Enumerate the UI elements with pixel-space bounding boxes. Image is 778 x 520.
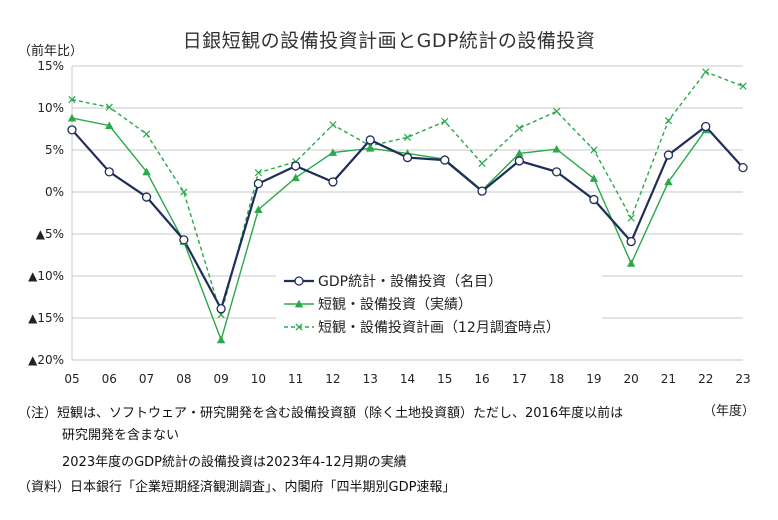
source-line: （資料）日本銀行「企業短期経済観測調査」、内閣府「四半期別GDP速報」 bbox=[18, 480, 456, 495]
x-tick-label: 12 bbox=[325, 372, 340, 386]
data-point bbox=[402, 152, 413, 163]
data-point bbox=[328, 177, 338, 187]
y-axis-unit: （前年比） bbox=[18, 44, 84, 59]
data-point bbox=[365, 135, 375, 145]
data-point bbox=[254, 205, 263, 213]
legend-label: 短観・設備投資（実績） bbox=[318, 296, 472, 313]
y-tick-label: 15% bbox=[37, 59, 64, 73]
x-tick-label: 17 bbox=[512, 372, 527, 386]
data-point bbox=[589, 194, 599, 205]
y-tick-label: ▲20% bbox=[28, 353, 64, 367]
data-point bbox=[589, 174, 599, 182]
x-tick-label: 14 bbox=[400, 372, 415, 386]
legend-box bbox=[276, 270, 602, 350]
data-point bbox=[291, 161, 301, 171]
data-point bbox=[216, 304, 226, 314]
data-point bbox=[551, 167, 562, 177]
data-point bbox=[291, 173, 300, 182]
data-point bbox=[67, 125, 77, 135]
x-tick-labels: 05 06 07 08 09 10 11 12 13 14 15 16 17 18 19 20 21 22 23 bbox=[64, 372, 750, 386]
data-point bbox=[702, 68, 710, 76]
x-tick-label: 22 bbox=[698, 372, 713, 386]
x-tick-label: 06 bbox=[102, 372, 117, 386]
data-point bbox=[627, 214, 635, 222]
data-point bbox=[105, 121, 114, 129]
data-point bbox=[294, 299, 304, 308]
x-tick-label: 23 bbox=[735, 372, 750, 386]
data-point bbox=[441, 117, 449, 126]
x-tick-label: 11 bbox=[288, 372, 303, 386]
x-tick-label: 21 bbox=[661, 372, 676, 386]
x-tick-label: 09 bbox=[213, 372, 228, 386]
line-chart: 15% 10% 5% 0% ▲5% ▲10% ▲15% ▲20% 05 06 07 08 09 10 11… bbox=[28, 59, 751, 386]
data-point bbox=[739, 82, 747, 90]
y-tick-label: ▲15% bbox=[28, 311, 64, 325]
legend-label: GDP統計・設備投資（名目） bbox=[318, 274, 502, 290]
x-tick-label: 10 bbox=[251, 372, 266, 386]
data-point bbox=[626, 236, 636, 247]
data-point bbox=[180, 188, 188, 196]
data-point bbox=[663, 150, 674, 160]
y-tick-label: 0% bbox=[45, 185, 64, 199]
chart-title: 日銀短観の設備投資計画とGDP統計の設備投資 bbox=[182, 30, 596, 52]
y-tick-label: ▲5% bbox=[36, 227, 64, 241]
x-tick-label: 07 bbox=[139, 372, 154, 386]
data-point bbox=[142, 167, 151, 176]
data-point bbox=[515, 124, 523, 132]
y-tick-label: 5% bbox=[45, 143, 64, 157]
data-point bbox=[254, 169, 263, 177]
data-point bbox=[515, 149, 524, 157]
data-point bbox=[67, 113, 77, 122]
x-tick-label: 08 bbox=[176, 372, 191, 386]
data-point bbox=[294, 276, 304, 286]
data-point bbox=[664, 116, 673, 125]
data-point bbox=[329, 121, 337, 129]
x-axis-unit: （年度） bbox=[703, 404, 756, 419]
x-tick-label: 20 bbox=[624, 372, 639, 386]
x-tick-label: 18 bbox=[549, 372, 564, 386]
data-point bbox=[440, 155, 450, 165]
x-tick-label: 13 bbox=[363, 372, 378, 386]
data-point bbox=[478, 159, 486, 168]
data-point bbox=[141, 192, 152, 202]
data-point bbox=[105, 103, 113, 111]
note-line-2: 研究開発を含まない bbox=[62, 428, 180, 443]
data-point bbox=[477, 186, 487, 196]
y-tick-labels: 15% 10% 5% 0% ▲5% ▲10% ▲15% ▲20% bbox=[28, 59, 64, 367]
x-tick-label: 15 bbox=[437, 372, 452, 386]
data-point bbox=[590, 146, 598, 154]
x-tick-label: 19 bbox=[586, 372, 601, 386]
y-tick-label: ▲10% bbox=[28, 269, 64, 283]
data-point bbox=[514, 156, 524, 166]
data-point bbox=[216, 335, 226, 344]
data-point bbox=[366, 144, 375, 152]
data-point bbox=[142, 130, 151, 138]
data-point bbox=[295, 323, 303, 331]
data-point bbox=[626, 259, 636, 267]
note-line-3: 2023年度のGDP統計の設備投資は2023年4-12月期の実績 bbox=[62, 455, 407, 470]
data-point bbox=[328, 148, 338, 156]
data-point bbox=[104, 167, 114, 177]
series-markers bbox=[67, 68, 748, 344]
note-line-1: （注）短観は、ソフトウェア・研究開発を含む設備投資額（除く土地投資額）ただし、2… bbox=[18, 406, 624, 421]
x-tick-label: 16 bbox=[474, 372, 489, 386]
y-tick-label: 10% bbox=[37, 101, 64, 115]
data-point bbox=[68, 95, 76, 104]
data-point bbox=[664, 177, 673, 186]
data-point bbox=[701, 121, 711, 132]
data-point bbox=[552, 107, 561, 115]
series-line bbox=[71, 117, 707, 343]
data-point bbox=[179, 235, 189, 245]
legend: GDP統計・設備投資（名目） 短観・設備投資（実績） 短観・設備投資計画（12月調査… bbox=[276, 270, 602, 350]
legend-label: 短観・設備投資計画（12月調査時点） bbox=[318, 319, 560, 336]
data-point bbox=[403, 133, 412, 142]
data-point bbox=[552, 144, 561, 153]
data-point bbox=[738, 162, 748, 173]
data-point bbox=[253, 178, 264, 189]
x-tick-label: 05 bbox=[64, 372, 79, 386]
